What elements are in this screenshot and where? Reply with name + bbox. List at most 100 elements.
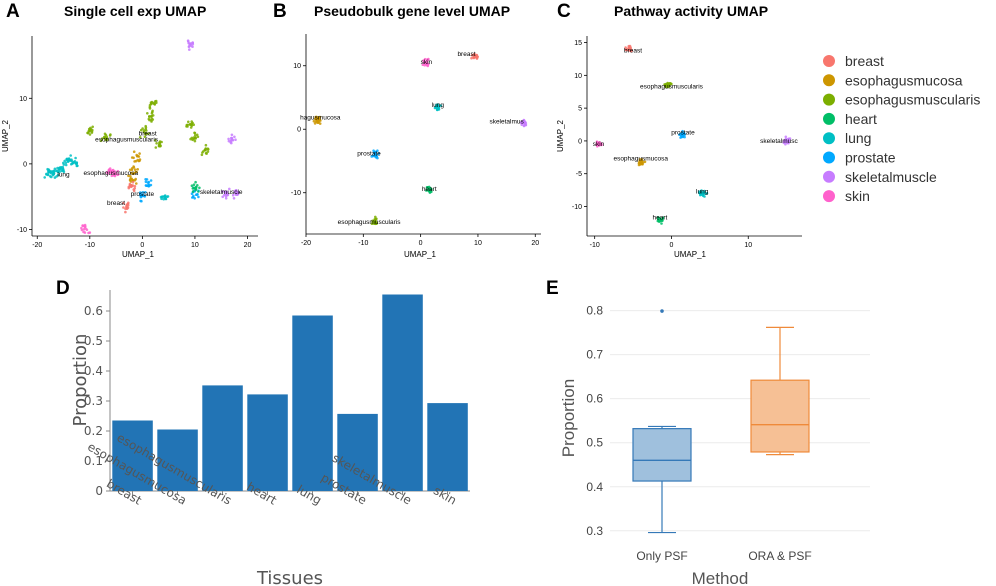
- scatter-point: [473, 53, 477, 57]
- scatter-point: [70, 162, 73, 166]
- scatter-point: [201, 151, 204, 154]
- legend-swatch: [823, 74, 835, 87]
- scatter-point: [374, 150, 377, 154]
- scatter-point: [88, 128, 92, 131]
- x-tick-label: 10: [744, 242, 752, 249]
- y-tick-label: 0.3: [586, 524, 603, 538]
- box: [750, 379, 810, 453]
- scatter-point: [188, 123, 192, 126]
- y-tick-label: 0.6: [586, 392, 603, 406]
- cluster-label: esophagusmuscularis: [640, 83, 704, 90]
- scatter-point: [80, 226, 83, 230]
- scatter-point: [435, 104, 439, 108]
- scatter-point: [154, 99, 158, 103]
- scatter-point: [116, 173, 119, 177]
- x-tick-label: -10: [85, 242, 95, 249]
- scatter-point: [195, 133, 199, 137]
- scatter-point: [313, 122, 317, 125]
- scatter-point: [138, 152, 141, 155]
- bar: [202, 385, 243, 491]
- y-axis-label: Proportion: [70, 334, 91, 427]
- scatter-point: [233, 189, 236, 193]
- scatter-point: [787, 139, 791, 142]
- scatter-point: [189, 137, 192, 141]
- scatter-point: [193, 136, 197, 140]
- scatter-point: [66, 160, 70, 163]
- y-tick-label: 10: [574, 73, 582, 80]
- legend-label: heart: [845, 111, 877, 127]
- scatter-point: [624, 48, 627, 51]
- scatter-point: [472, 55, 476, 59]
- cluster-label: breast: [624, 47, 642, 54]
- scatter-point: [114, 171, 117, 175]
- y-tick-label: 0: [578, 138, 582, 145]
- panel-label-d: D: [56, 278, 70, 299]
- scatter-point: [223, 190, 227, 194]
- scatter-point: [160, 140, 163, 144]
- scatter-point: [221, 190, 224, 193]
- scatter-point: [141, 194, 144, 198]
- legend-label: lung: [845, 130, 871, 146]
- scatter-point: [45, 173, 48, 176]
- scatter-point: [227, 137, 230, 141]
- scatter-point: [664, 82, 668, 86]
- x-tick-label: 10: [474, 240, 482, 247]
- bar: [247, 394, 288, 491]
- scatter-point: [145, 184, 148, 187]
- scatter-point: [187, 120, 190, 124]
- scatter-point: [784, 142, 787, 146]
- scatter-point: [204, 148, 207, 152]
- scatter-point: [108, 167, 112, 170]
- cluster-label: skeletalmuscle: [200, 189, 243, 196]
- scatter-point: [74, 156, 77, 160]
- scatter-point: [520, 121, 523, 125]
- scatter-point: [122, 206, 125, 209]
- cluster-label: esophagusmucosa: [84, 170, 139, 177]
- scatter-point: [116, 169, 120, 173]
- legend-label: prostate: [845, 150, 896, 166]
- scatter-point: [206, 147, 210, 150]
- scatter-point: [234, 138, 237, 141]
- cluster-label: skin: [421, 59, 433, 66]
- x-tick-label: -10: [590, 242, 600, 249]
- scatter-point: [122, 201, 125, 205]
- scatter-point: [194, 186, 198, 189]
- legend-swatch: [823, 132, 835, 145]
- cluster-label: lung: [696, 188, 709, 195]
- scatter-point: [669, 82, 672, 85]
- scatter-point: [49, 170, 52, 174]
- y-tick-label: -10: [17, 227, 27, 234]
- scatter-point: [148, 184, 151, 188]
- legend-label: skin: [845, 188, 870, 204]
- umap-c-title: Pathway activity UMAP: [614, 3, 768, 19]
- scatter-point: [197, 195, 200, 199]
- x-axis-label: UMAP_1: [674, 250, 707, 259]
- scatter-point: [58, 170, 61, 174]
- cluster-label: lung: [57, 171, 70, 178]
- scatter-point: [72, 160, 76, 164]
- y-tick-label: 0.6: [84, 304, 103, 318]
- y-tick-label: 0: [297, 127, 301, 134]
- scatter-point: [166, 195, 170, 198]
- scatter-point: [424, 61, 427, 65]
- scatter-point: [86, 131, 90, 135]
- scatter-point: [628, 49, 631, 52]
- scatter-point: [190, 120, 193, 123]
- scatter-point: [318, 118, 322, 122]
- y-tick-label: 0.8: [586, 304, 603, 318]
- scatter-point: [187, 40, 190, 43]
- scatter-point: [149, 115, 153, 118]
- scatter-point: [132, 166, 136, 169]
- scatter-point: [784, 139, 787, 142]
- y-tick-label: -10: [291, 190, 301, 197]
- scatter-point: [52, 169, 55, 173]
- scatter-point: [150, 112, 154, 115]
- x-axis-label: UMAP_1: [122, 250, 155, 259]
- scatter-point: [53, 167, 57, 171]
- scatter-point: [50, 175, 53, 179]
- scatter-point: [372, 149, 375, 152]
- scatter-point: [103, 132, 107, 136]
- scatter-point: [666, 84, 670, 87]
- scatter-point: [109, 169, 113, 173]
